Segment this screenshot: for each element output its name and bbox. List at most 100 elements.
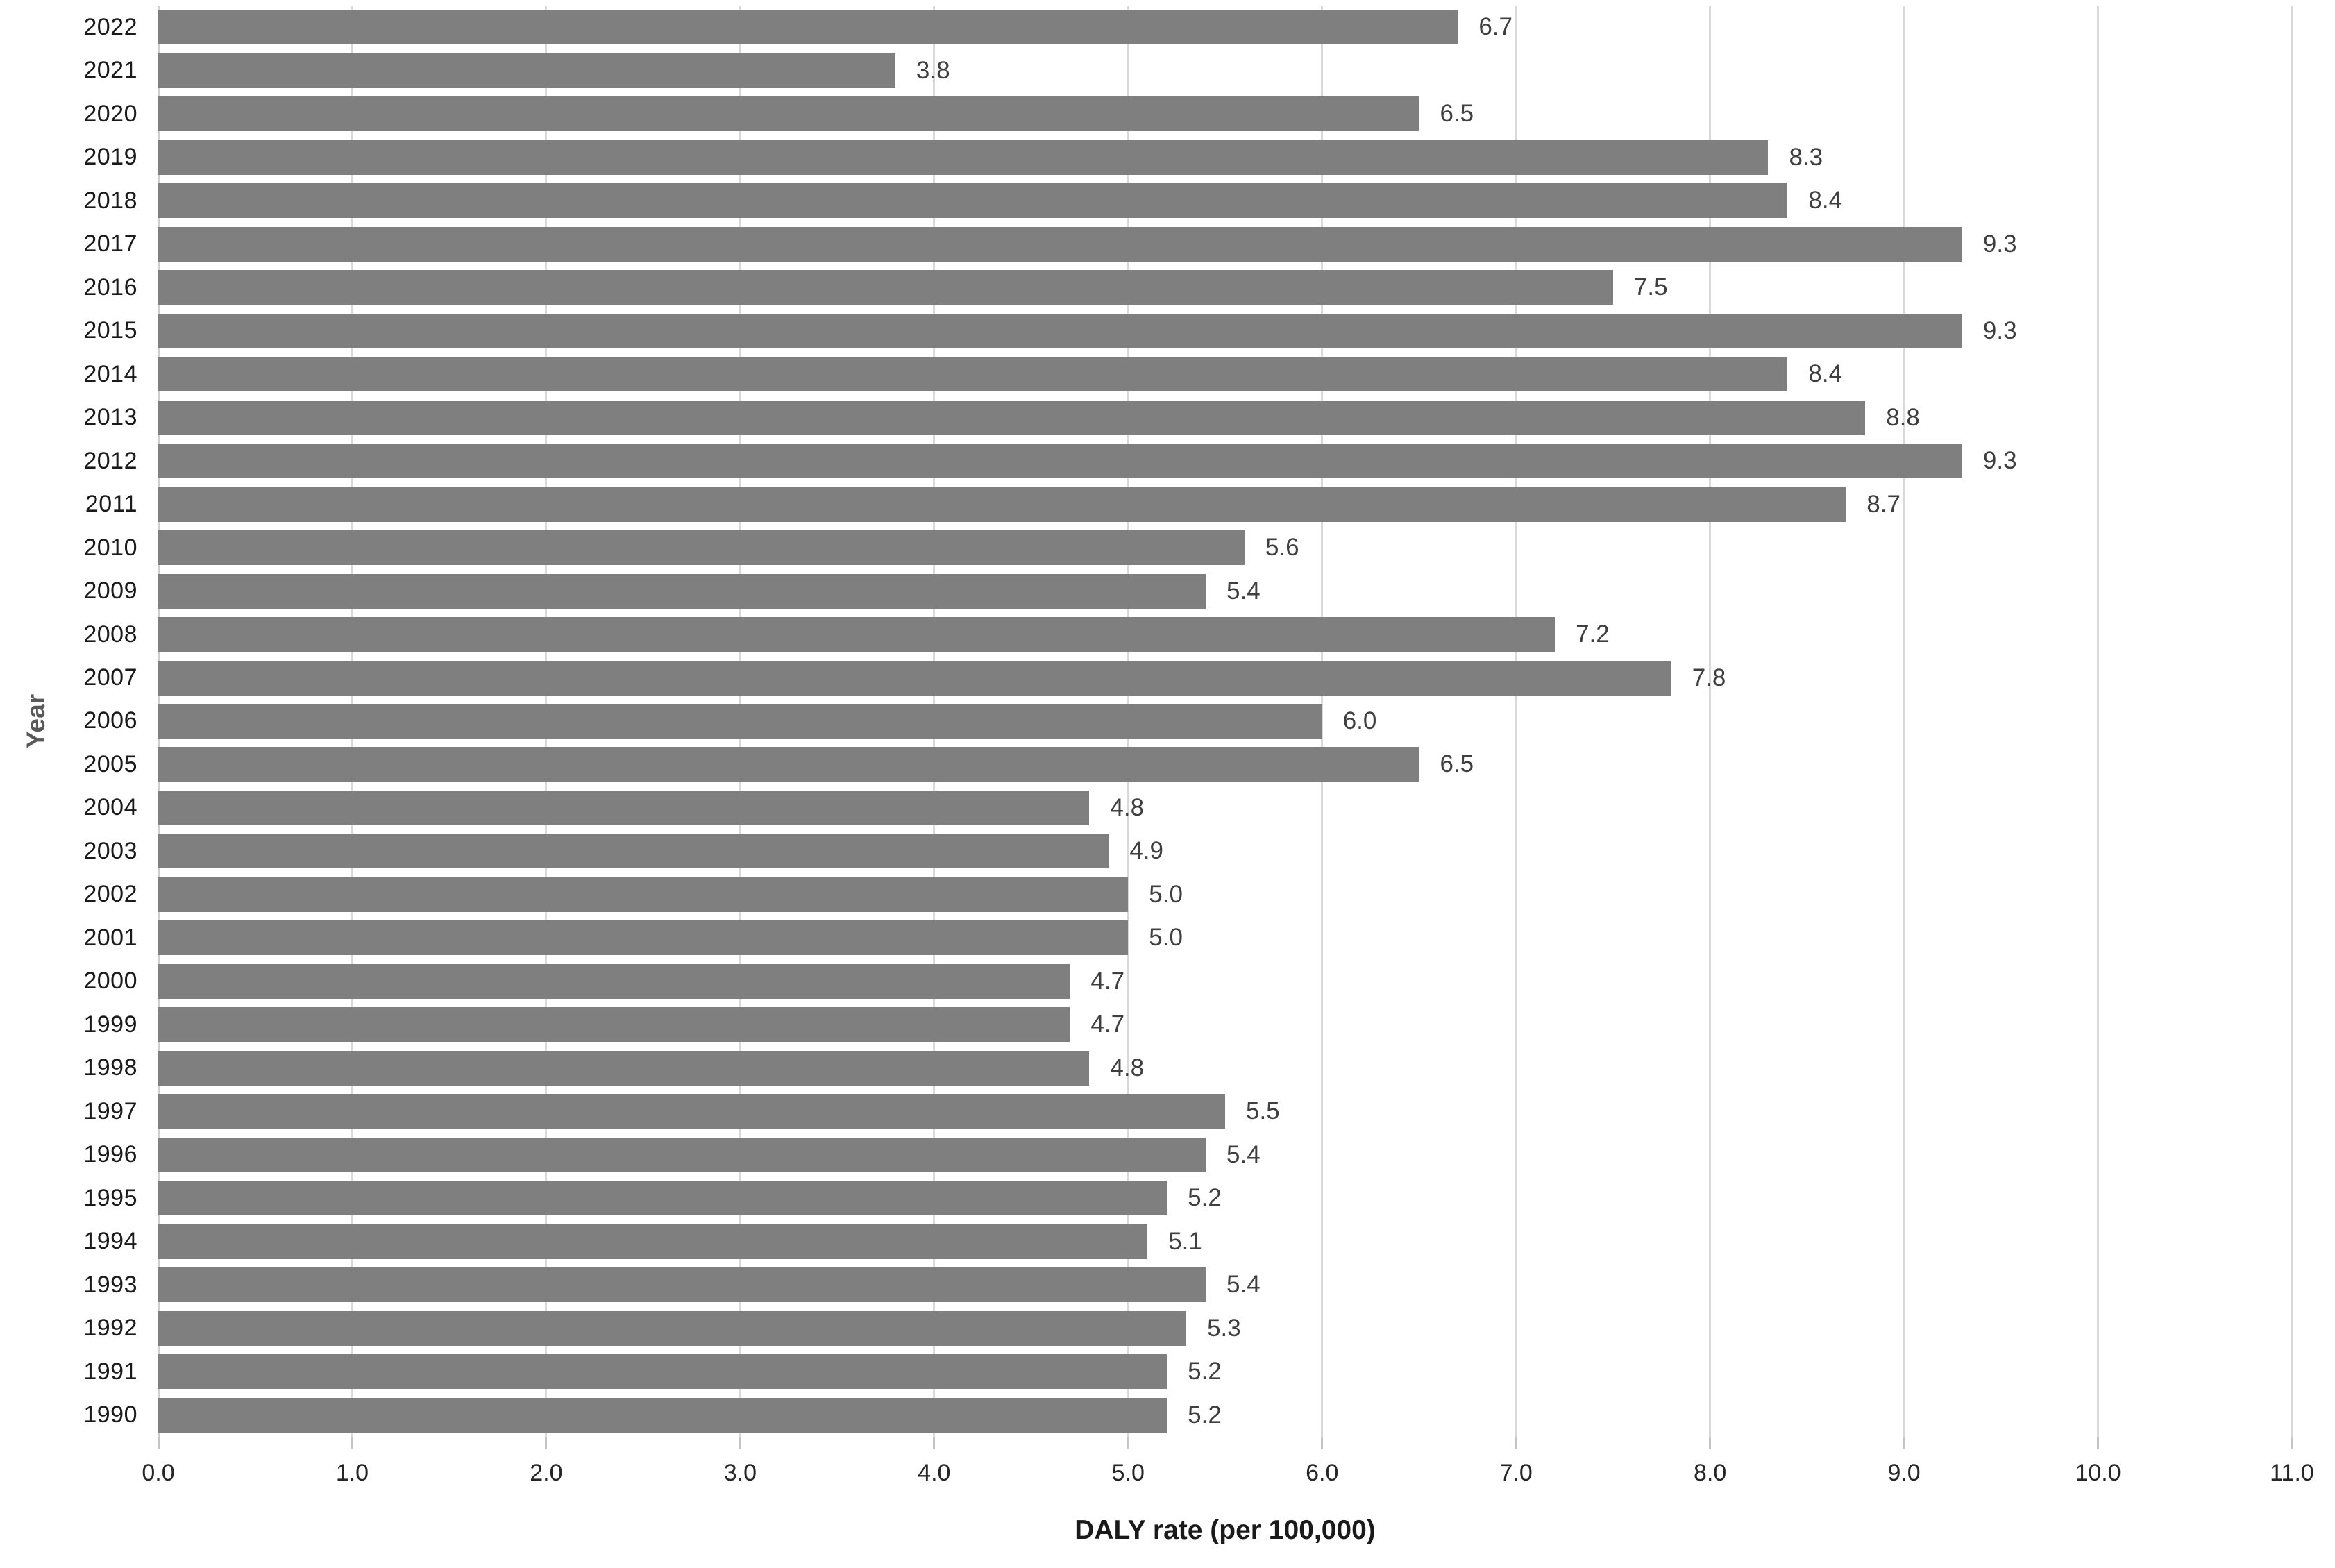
x-axis-tick [1321, 1437, 1324, 1449]
year-label: 1990 [83, 1401, 137, 1428]
year-label: 2009 [83, 578, 137, 605]
year-label: 1993 [83, 1271, 137, 1298]
bar [158, 1094, 1225, 1129]
bar [158, 963, 1070, 999]
value-label: 7.2 [1576, 621, 1610, 648]
chart-row: 2012 9.3 [0, 439, 2292, 482]
chart-row: 1994 5.1 [0, 1220, 2292, 1263]
bar-track: 6.7 [158, 6, 2292, 49]
year-label: 1996 [83, 1141, 137, 1168]
bar-track: 6.0 [158, 700, 2292, 743]
bar [158, 1397, 1168, 1433]
chart-row: 2008 7.2 [0, 613, 2292, 656]
year-label: 1992 [83, 1315, 137, 1342]
value-label: 9.3 [1982, 230, 2017, 258]
year-label: 2002 [83, 881, 137, 908]
chart-row: 1997 5.5 [0, 1090, 2292, 1133]
year-label: 2014 [83, 360, 137, 387]
bar [158, 573, 1206, 609]
bar-track: 4.7 [158, 1003, 2292, 1046]
bar-track: 8.7 [158, 482, 2292, 525]
bar-track: 9.3 [158, 309, 2292, 352]
value-label: 4.8 [1110, 1054, 1145, 1081]
x-axis-tick-label: 11.0 [2270, 1460, 2314, 1486]
chart-row: 2004 4.8 [0, 786, 2292, 829]
year-label: 2017 [83, 230, 137, 258]
x-axis-tick [1903, 1437, 1905, 1449]
bar [158, 877, 1129, 912]
bar [158, 920, 1129, 956]
year-label: 2007 [83, 664, 137, 691]
gridline [1321, 6, 1324, 1437]
chart-row: 1992 5.3 [0, 1307, 2292, 1350]
value-label: 5.3 [1207, 1314, 1241, 1342]
value-label: 6.5 [1440, 750, 1474, 778]
x-axis-tick [545, 1437, 548, 1449]
value-label: 4.9 [1129, 837, 1163, 865]
year-label: 2008 [83, 621, 137, 648]
x-axis-tick-label-layer: 0.0 1.0 2.0 3.0 4.0 5.0 6.0 7.0 8.0 9.0 10.0 11.0 [142, 1460, 2313, 1492]
bar [158, 703, 1322, 739]
bar-track: 8.4 [158, 353, 2292, 396]
chart-row: 2007 7.8 [0, 656, 2292, 699]
bar [158, 1007, 1070, 1043]
bar [158, 10, 1458, 45]
value-label: 4.7 [1090, 967, 1125, 995]
x-axis-tick [1515, 1437, 1517, 1449]
value-label: 5.2 [1188, 1184, 1222, 1212]
year-label: 1997 [83, 1097, 137, 1124]
bar [158, 1181, 1168, 1216]
x-axis-tick-label: 5.0 [1111, 1460, 1145, 1486]
x-axis-tick-layer [157, 1437, 2293, 1451]
chart-row: 2016 7.5 [0, 266, 2292, 309]
chart-row: 2010 5.6 [0, 526, 2292, 569]
bar-track: 6.5 [158, 92, 2292, 135]
x-axis-tick-label: 10.0 [2075, 1460, 2121, 1486]
bar [158, 53, 895, 88]
bar [158, 1267, 1206, 1303]
chart-row: 2002 5.0 [0, 873, 2292, 916]
bar-track: 5.4 [158, 569, 2292, 612]
bar-track: 8.3 [158, 135, 2292, 178]
value-label: 5.2 [1188, 1401, 1222, 1428]
bar [158, 183, 1788, 219]
x-axis-tick-label: 9.0 [1887, 1460, 1921, 1486]
bar-track: 7.2 [158, 613, 2292, 656]
x-axis-tick [739, 1437, 741, 1449]
x-axis-tick-label: 8.0 [1693, 1460, 1727, 1486]
x-axis-tick-label: 6.0 [1306, 1460, 1339, 1486]
bar-track: 8.8 [158, 396, 2292, 439]
value-label: 8.8 [1886, 403, 1920, 431]
chart-row: 2014 8.4 [0, 353, 2292, 396]
bar-track: 5.2 [158, 1177, 2292, 1220]
x-axis-tick [1709, 1437, 1712, 1449]
bar [158, 834, 1109, 869]
bar-track: 7.8 [158, 656, 2292, 699]
x-axis-tick-label: 1.0 [335, 1460, 369, 1486]
bar-track: 5.0 [158, 916, 2292, 959]
chart-row: 2015 9.3 [0, 309, 2292, 352]
x-axis-tick [2097, 1437, 2100, 1449]
gridline [2097, 6, 2100, 1437]
value-label: 6.7 [1478, 13, 1512, 41]
bar [158, 1354, 1168, 1390]
bar-track: 4.9 [158, 829, 2292, 872]
gridline [1515, 6, 1517, 1437]
bar-track: 7.5 [158, 266, 2292, 309]
year-label: 2019 [83, 144, 137, 171]
chart-row: 2013 8.8 [0, 396, 2292, 439]
bar [158, 660, 1671, 696]
bar-track: 8.4 [158, 179, 2292, 222]
bar [158, 530, 1245, 566]
x-axis-tick-label: 3.0 [723, 1460, 757, 1486]
chart-row: 2006 6.0 [0, 700, 2292, 743]
bar-track: 5.4 [158, 1133, 2292, 1177]
year-label: 2005 [83, 750, 137, 777]
chart-row: 2017 9.3 [0, 222, 2292, 265]
year-label: 2016 [83, 273, 137, 301]
year-label: 2018 [83, 187, 137, 214]
chart-row: 2019 8.3 [0, 135, 2292, 178]
bar [158, 1224, 1148, 1259]
year-label: 1999 [83, 1011, 137, 1038]
